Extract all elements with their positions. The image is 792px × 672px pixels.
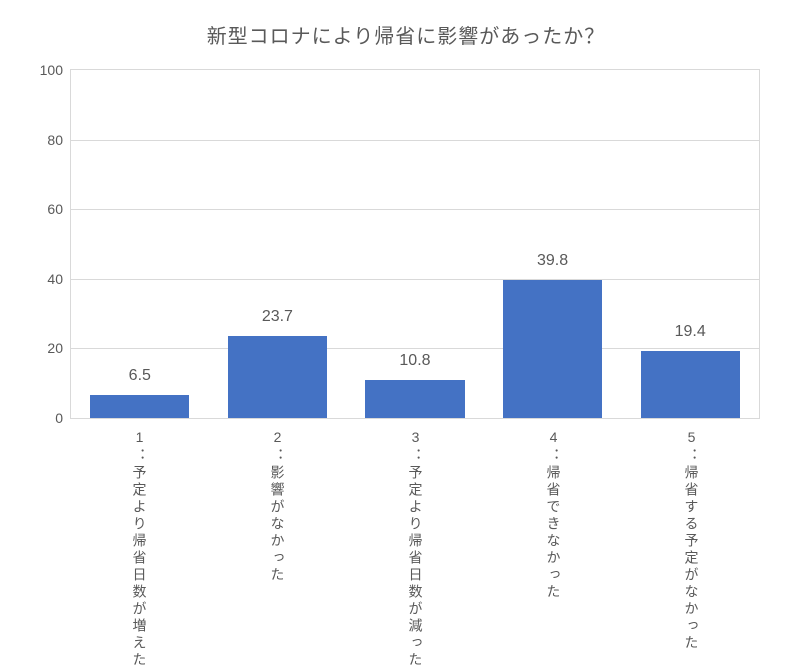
bar-slot: 19.4 [621, 70, 759, 418]
bar-value-label: 19.4 [621, 323, 759, 341]
x-label-slot: 5：帰省する予定がなかった [622, 429, 760, 669]
bar-slot: 6.5 [71, 70, 209, 418]
x-axis-label: 2：影響がなかった [267, 429, 288, 669]
bar [641, 351, 740, 419]
bar [228, 336, 327, 418]
y-tick-label: 20 [47, 340, 71, 356]
bar-value-label: 23.7 [209, 308, 347, 326]
plot-area: 020406080100 6.523.710.839.819.4 [70, 69, 760, 419]
bar-value-label: 39.8 [484, 252, 622, 270]
bar [503, 280, 602, 419]
bar-value-label: 6.5 [71, 367, 209, 385]
x-label-slot: 2：影響がなかった [208, 429, 346, 669]
y-tick-label: 40 [47, 271, 71, 287]
x-label-slot: 1：予定より帰省日数が増えた [70, 429, 208, 669]
x-label-slot: 4：帰省できなかった [484, 429, 622, 669]
plot-area-wrapper: 020406080100 6.523.710.839.819.4 [70, 69, 760, 419]
bar-slot: 23.7 [209, 70, 347, 418]
bar-chart: 新型コロナにより帰省に影響があったか？ 0 20 40 60 80 100 6.5 23.7… [0, 0, 792, 672]
x-axis-labels: 1：予定より帰省日数が増えた 2：影響がなかった 3：予定より帰省日数が減った 4：帰… [70, 429, 760, 669]
bar-value-label: 10.8 [346, 352, 484, 370]
chart-title: 新型コロナにより帰省に影響があったか？ [50, 20, 762, 49]
bar-slot: 10.8 [346, 70, 484, 418]
y-tick-label: 100 [40, 62, 71, 78]
bars-group: 6.5 23.7 10.8 39.8 19.4 [71, 70, 759, 418]
x-axis-label: 1：予定より帰省日数が増えた [129, 429, 150, 669]
bar [90, 395, 189, 418]
y-tick-label: 80 [47, 132, 71, 148]
x-axis-label: 3：予定より帰省日数が減った [405, 429, 426, 669]
y-tick-label: 60 [47, 201, 71, 217]
bar-slot: 39.8 [484, 70, 622, 418]
x-label-slot: 3：予定より帰省日数が減った [346, 429, 484, 669]
bar [365, 380, 464, 418]
x-axis-label: 5：帰省する予定がなかった [681, 429, 702, 669]
x-axis-label: 4：帰省できなかった [543, 429, 564, 669]
y-tick-label: 0 [55, 410, 71, 426]
